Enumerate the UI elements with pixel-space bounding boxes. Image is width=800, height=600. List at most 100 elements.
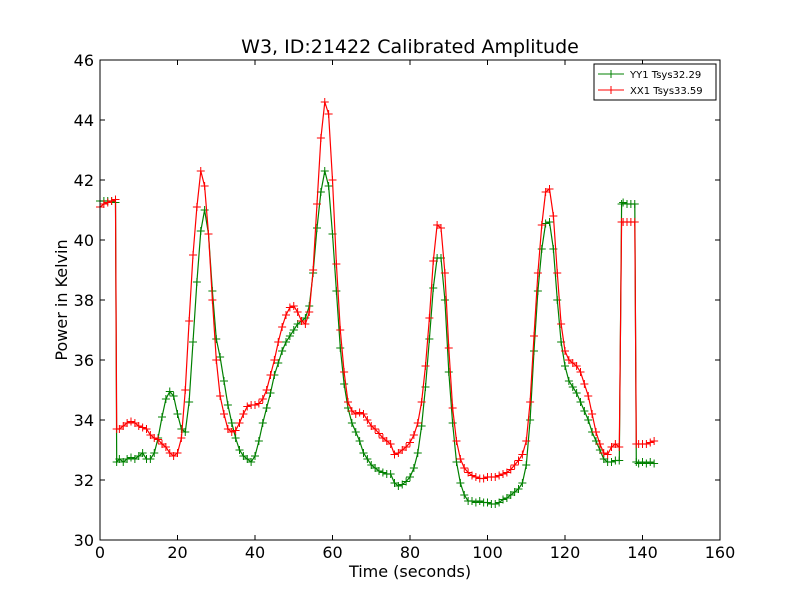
data-point-marker	[588, 410, 597, 418]
data-point-marker	[630, 218, 639, 226]
data-point-marker	[258, 395, 267, 403]
y-tick-label: 30	[74, 531, 94, 550]
x-tick-label: 60	[322, 543, 342, 562]
data-point-marker	[328, 176, 337, 184]
data-point-marker	[394, 482, 403, 490]
data-point-marker	[607, 458, 616, 466]
data-point-marker	[537, 245, 546, 253]
data-point-marker	[107, 197, 116, 205]
data-point-marker	[189, 338, 197, 346]
data-point-marker	[561, 347, 569, 355]
data-point-marker	[274, 338, 283, 346]
legend-marker-yy1	[607, 70, 615, 78]
data-point-marker	[103, 198, 112, 207]
data-point-marker	[111, 195, 120, 204]
data-point-marker	[615, 456, 624, 465]
data-point-marker	[220, 410, 228, 418]
data-point-marker	[518, 450, 527, 459]
series-xx1	[96, 98, 659, 483]
data-point-marker	[406, 438, 414, 447]
data-point-marker	[336, 344, 345, 352]
data-point-marker	[123, 455, 132, 463]
data-point-marker	[650, 459, 659, 468]
data-point-marker	[572, 362, 581, 370]
data-point-marker	[375, 429, 383, 438]
data-point-marker	[468, 471, 476, 480]
data-point-marker	[471, 473, 480, 481]
y-tick-label: 44	[74, 111, 94, 130]
data-point-marker	[409, 464, 418, 472]
data-point-marker	[549, 212, 558, 220]
x-axis-label: Time (seconds)	[348, 562, 471, 581]
data-point-marker	[227, 428, 236, 436]
data-point-marker	[192, 278, 201, 286]
data-point-marker	[324, 182, 333, 190]
data-point-marker	[344, 398, 352, 406]
data-point-marker	[425, 314, 434, 322]
data-point-marker	[615, 443, 624, 451]
data-point-marker	[541, 219, 550, 228]
data-point-marker	[599, 449, 608, 457]
data-point-marker	[320, 98, 329, 106]
data-point-marker	[437, 224, 445, 232]
data-point-marker	[522, 437, 531, 445]
data-point-marker	[231, 434, 240, 442]
data-point-marker	[557, 320, 566, 328]
data-point-marker	[421, 362, 430, 370]
data-point-marker	[413, 419, 422, 427]
data-point-marker	[258, 419, 267, 427]
data-point-marker	[522, 461, 531, 469]
data-point-marker	[200, 182, 209, 190]
chart-title: W3, ID:21422 Calibrated Amplitude	[241, 36, 579, 58]
data-point-marker	[216, 392, 225, 400]
data-point-marker	[514, 485, 523, 493]
data-point-marker	[146, 455, 155, 463]
legend-label-xx1: XX1 Tsys33.59	[630, 86, 703, 97]
data-point-marker	[619, 198, 628, 207]
data-point-marker	[320, 167, 329, 175]
data-point-marker	[429, 257, 438, 265]
data-point-marker	[254, 437, 263, 445]
data-point-marker	[499, 495, 507, 504]
data-point-marker	[572, 389, 581, 397]
legend-box	[593, 63, 717, 101]
data-point-marker	[316, 134, 325, 142]
data-point-marker	[468, 497, 476, 505]
data-point-marker	[413, 449, 422, 457]
data-point-marker	[630, 200, 639, 208]
data-point-marker	[150, 449, 159, 457]
data-point-marker	[285, 303, 294, 312]
x-tick-label: 120	[550, 543, 581, 562]
x-tick-label: 140	[627, 543, 658, 562]
data-point-marker	[313, 200, 321, 208]
data-point-marker	[332, 260, 341, 268]
legend: YY1 Tsys32.29 XX1 Tsys33.59	[593, 63, 717, 101]
data-point-marker	[456, 479, 465, 487]
data-point-marker	[646, 458, 655, 466]
data-point-marker	[456, 455, 465, 463]
data-point-marker	[603, 450, 612, 459]
data-point-marker	[634, 459, 643, 468]
data-point-marker	[580, 407, 589, 415]
y-tick-label: 32	[74, 471, 94, 490]
data-point-marker	[251, 452, 259, 460]
data-point-marker	[127, 453, 135, 462]
data-point-marker	[185, 317, 194, 325]
data-point-marker	[646, 438, 655, 447]
data-point-marker	[181, 386, 190, 394]
data-point-marker	[351, 410, 360, 418]
data-point-marker	[282, 338, 290, 346]
data-point-marker	[510, 461, 519, 469]
data-point-marker	[386, 470, 395, 478]
data-point-marker	[99, 200, 108, 208]
data-point-marker	[251, 401, 259, 409]
data-point-marker	[270, 356, 279, 364]
series-layer	[96, 98, 659, 508]
data-point-marker	[138, 449, 147, 457]
data-point-marker	[495, 471, 504, 480]
data-point-marker	[638, 458, 647, 466]
data-point-marker	[212, 356, 221, 364]
data-point-marker	[127, 417, 135, 426]
x-tick-label: 100	[472, 543, 503, 562]
legend-label-yy1: YY1 Tsys32.29	[629, 70, 701, 81]
